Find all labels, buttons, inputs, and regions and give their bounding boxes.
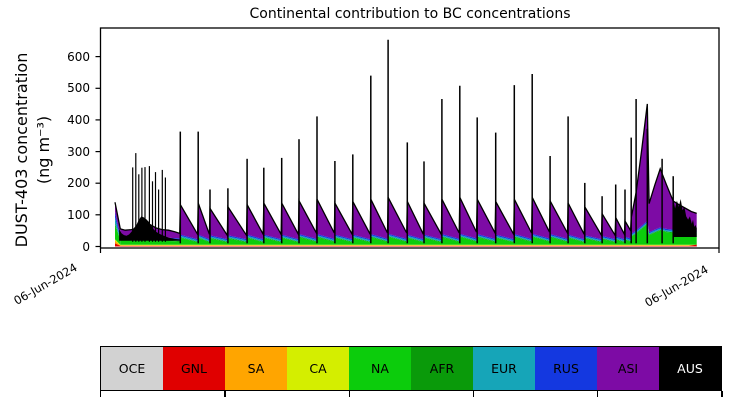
legend-item-na: NA — [349, 347, 411, 390]
legend-bar: OCE GNL SA CA NA AFR EUR RUS ASI AUS — [100, 346, 722, 391]
y-tick-label: 0 — [82, 239, 90, 254]
legend-tick-mark — [472, 390, 475, 397]
area-sa — [115, 245, 697, 246]
legend-label: CA — [309, 361, 327, 376]
edge-eur — [115, 217, 121, 240]
area-asi — [120, 103, 697, 240]
legend-tick-mark — [348, 390, 350, 397]
legend-item-sa: SA — [225, 347, 287, 390]
legend-tick-mark — [100, 390, 102, 397]
area-gnl — [115, 245, 697, 247]
edge-rus — [115, 211, 121, 239]
legend-label: EUR — [491, 361, 517, 376]
legend-label: SA — [247, 361, 265, 376]
legend-item-aus: AUS — [659, 347, 721, 390]
legend-label: ASI — [617, 361, 639, 376]
y-tick-label: 400 — [67, 112, 90, 127]
edge-sa — [115, 240, 121, 246]
area-aus-blob — [673, 199, 697, 237]
legend-label: AUS — [677, 361, 703, 376]
legend-label: AFR — [429, 361, 455, 376]
legend-label: OCE — [118, 361, 146, 376]
chart-title: Continental contribution to BC concentra… — [249, 6, 571, 22]
y-tick-label: 100 — [67, 207, 90, 222]
aus-outline — [114, 103, 697, 238]
y-tick-label: 500 — [67, 81, 90, 96]
edge-afr — [115, 223, 121, 240]
axes-frame — [99, 27, 720, 249]
end-red — [689, 244, 697, 247]
legend-item-asi: ASI — [597, 347, 659, 390]
legend-item-ca: CA — [287, 347, 349, 390]
legend-item-rus: RUS — [535, 347, 597, 390]
edge-gnl — [115, 243, 121, 247]
legend-item-oce: OCE — [101, 347, 163, 390]
y-tick-label: 300 — [67, 144, 90, 159]
edge-na — [115, 225, 121, 245]
legend-tick-mark — [721, 390, 723, 397]
edge-ca — [115, 239, 121, 246]
legend-item-eur: EUR — [473, 347, 535, 390]
legend-label: RUS — [553, 361, 579, 376]
legend-tick-mark — [597, 390, 599, 397]
legend-tick-mark — [224, 390, 226, 397]
legend-item-gnl: GNL — [163, 347, 225, 390]
y-tick-label: 200 — [67, 176, 90, 191]
legend-item-afr: AFR — [411, 347, 473, 390]
legend-label: NA — [371, 361, 389, 376]
y-tick-label: 600 — [67, 49, 90, 64]
legend-label: GNL — [180, 361, 207, 376]
